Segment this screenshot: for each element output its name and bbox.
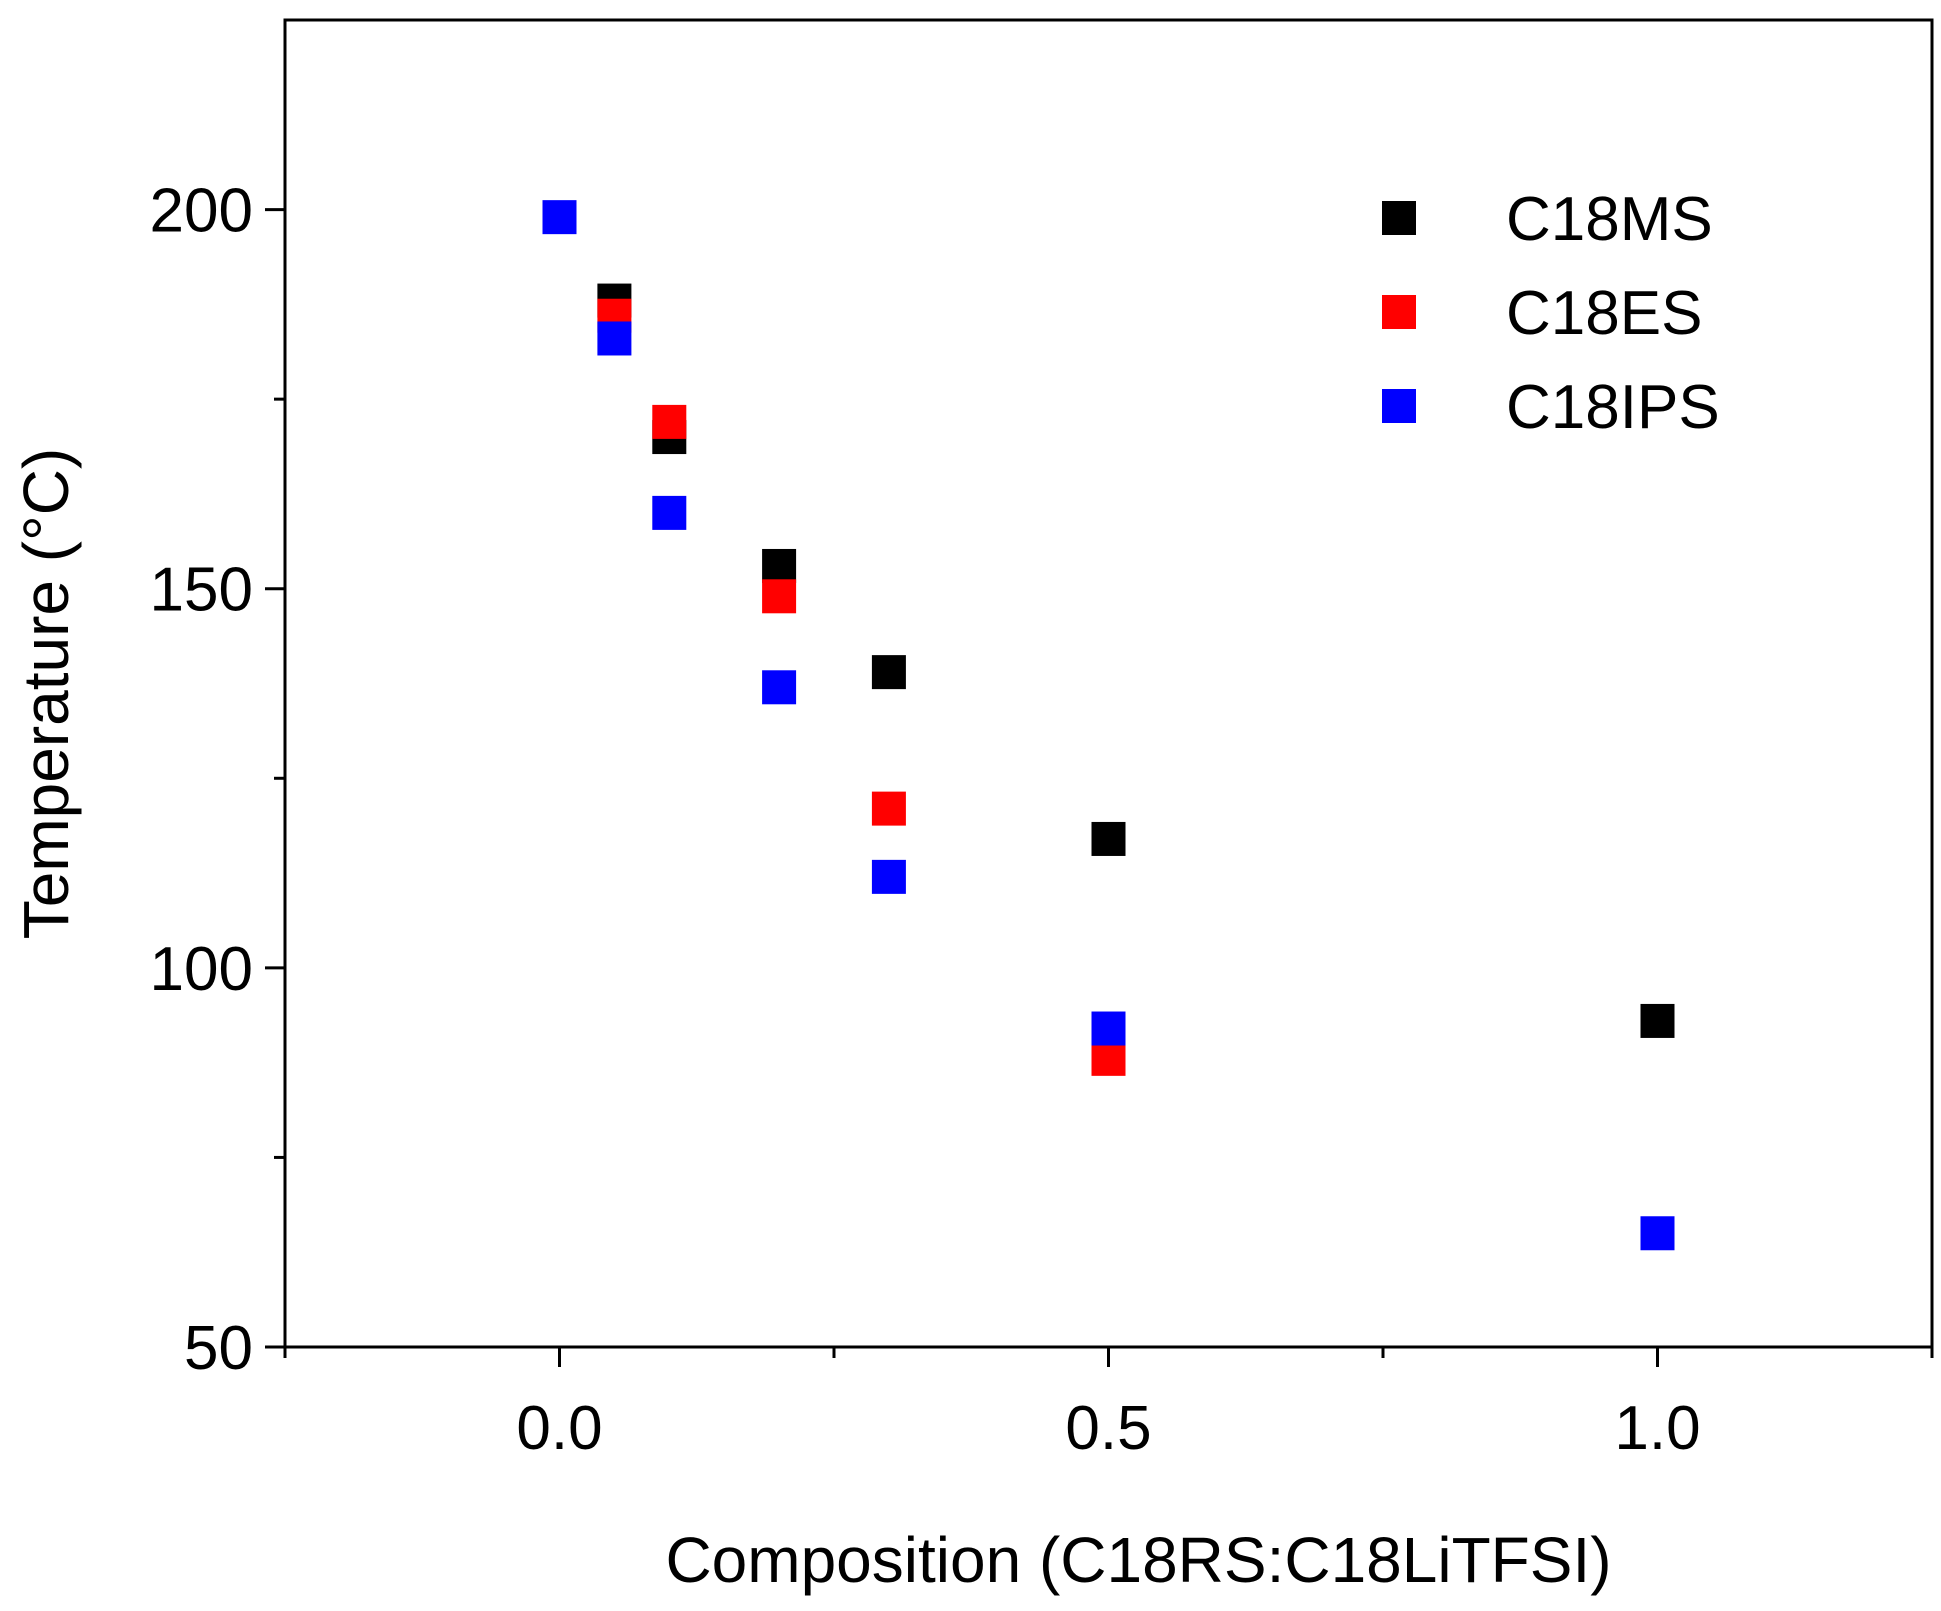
data-point (871, 655, 906, 690)
series-C18MS (597, 283, 1675, 1038)
legend-marker (1382, 201, 1416, 235)
y-tick-label: 150 (150, 556, 253, 625)
data-point (762, 548, 797, 583)
data-point (652, 495, 687, 530)
x-tick-label: 0.0 (516, 1394, 602, 1463)
data-point (871, 791, 906, 826)
y-tick-label: 200 (150, 177, 253, 246)
data-point (762, 579, 797, 614)
data-point (1091, 1011, 1126, 1046)
data-point (1091, 821, 1126, 856)
data-point (762, 670, 797, 705)
data-point (1640, 1216, 1675, 1251)
y-tick-label: 50 (184, 1314, 253, 1383)
y-axis-title: Temperature (°C) (10, 448, 82, 940)
data-points (542, 200, 1675, 1251)
legend-marker (1382, 389, 1416, 423)
legend-label: C18MS (1506, 185, 1713, 254)
data-point (542, 200, 577, 235)
data-point (871, 859, 906, 894)
legend-label: C18IPS (1506, 373, 1720, 442)
legend-marker (1382, 295, 1416, 329)
series-C18IPS (542, 200, 1675, 1251)
series-C18ES (597, 298, 1126, 1076)
data-point (1640, 1003, 1675, 1038)
legend: C18MS C18ES C18IPS (1382, 185, 1720, 442)
y-tick-label: 100 (150, 935, 253, 1004)
x-axis-title: Composition (C18RS:C18LiTFSI) (665, 1524, 1611, 1596)
data-point (597, 321, 632, 356)
legend-label: C18ES (1506, 279, 1702, 348)
data-point (1091, 1041, 1126, 1076)
x-tick-label: 0.5 (1065, 1394, 1151, 1463)
x-tick-label: 1.0 (1614, 1394, 1700, 1463)
data-point (652, 404, 687, 439)
